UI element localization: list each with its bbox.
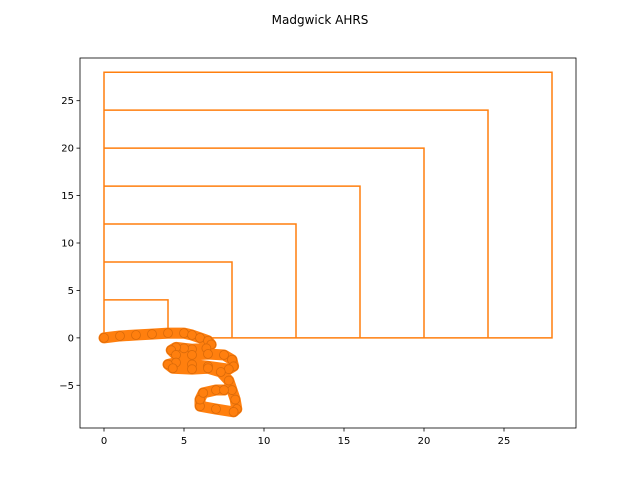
y-tick-label: 0 xyxy=(68,333,74,344)
trail-point xyxy=(215,367,226,377)
y-tick-label: 25 xyxy=(61,96,74,107)
y-tick-label: −5 xyxy=(59,381,74,392)
trail-point xyxy=(219,350,229,360)
trail-point xyxy=(147,329,157,339)
chart-title: Madgwick AHRS xyxy=(272,13,369,27)
trail-point xyxy=(179,343,189,354)
x-tick-label: 5 xyxy=(181,436,187,447)
x-tick-label: 25 xyxy=(498,436,511,447)
trail-point xyxy=(203,363,213,374)
trail-point xyxy=(167,363,178,374)
x-tick-label: 0 xyxy=(101,436,107,447)
y-tick-label: 15 xyxy=(61,191,74,202)
trail-point xyxy=(228,406,239,417)
trail-point xyxy=(230,394,241,405)
trail-point xyxy=(198,387,209,398)
trail-point xyxy=(219,385,229,395)
trail-point xyxy=(187,350,197,360)
series-square-path xyxy=(103,71,553,339)
trail-point xyxy=(179,328,189,339)
trail-point xyxy=(131,330,141,340)
trail-point xyxy=(211,404,221,414)
y-tick-label: 20 xyxy=(61,144,74,155)
x-tick-label: 10 xyxy=(258,436,271,447)
trail-point xyxy=(203,349,213,359)
x-tick-label: 15 xyxy=(338,436,351,447)
x-tick-label: 20 xyxy=(418,436,431,447)
trail-point xyxy=(99,332,109,343)
y-tick-label: 10 xyxy=(61,239,74,250)
trail-point xyxy=(223,375,234,386)
trail-point xyxy=(115,331,125,341)
y-tick-label: 5 xyxy=(68,286,74,297)
trail-point xyxy=(163,328,173,339)
plot-area xyxy=(98,71,553,418)
axes: 0 5 10 15 20 25 −5 0 5 10 15 20 25 xyxy=(59,57,577,447)
trail-point xyxy=(187,364,197,375)
